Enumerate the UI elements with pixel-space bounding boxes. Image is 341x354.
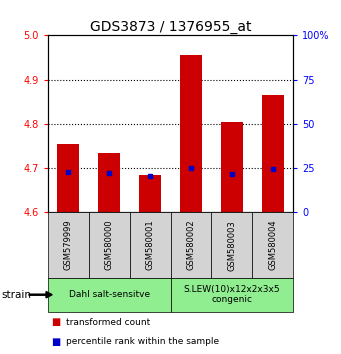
Text: Dahl salt-sensitve: Dahl salt-sensitve — [69, 290, 150, 299]
Text: GSM580003: GSM580003 — [227, 220, 236, 270]
Text: percentile rank within the sample: percentile rank within the sample — [66, 337, 220, 346]
Bar — [57, 144, 79, 212]
Text: GSM580002: GSM580002 — [187, 220, 195, 270]
Bar — [221, 122, 243, 212]
Title: GDS3873 / 1376955_at: GDS3873 / 1376955_at — [90, 21, 251, 34]
Bar — [262, 95, 284, 212]
Text: GSM580001: GSM580001 — [146, 220, 154, 270]
Text: ■: ■ — [51, 337, 60, 347]
Text: S.LEW(10)x12x2x3x5
congenic: S.LEW(10)x12x2x3x5 congenic — [183, 285, 280, 304]
Bar — [180, 55, 202, 212]
Text: GSM580000: GSM580000 — [105, 220, 114, 270]
Text: strain: strain — [2, 290, 32, 300]
Text: GSM579999: GSM579999 — [64, 220, 73, 270]
Text: GSM580004: GSM580004 — [268, 220, 277, 270]
Bar — [98, 153, 120, 212]
Text: ■: ■ — [51, 317, 60, 327]
Text: transformed count: transformed count — [66, 318, 151, 327]
Bar — [139, 175, 161, 212]
